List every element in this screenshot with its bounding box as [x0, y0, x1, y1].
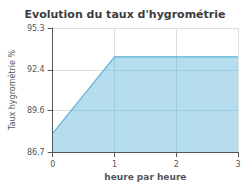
svg-text:3: 3 — [235, 160, 240, 169]
svg-text:1: 1 — [112, 160, 117, 169]
svg-text:Taux hygrométrie %: Taux hygrométrie % — [7, 50, 17, 132]
svg-text:95.3: 95.3 — [27, 24, 45, 33]
svg-text:2: 2 — [174, 160, 179, 169]
svg-text:92.4: 92.4 — [27, 65, 45, 74]
svg-text:Evolution du taux d'hygrométri: Evolution du taux d'hygrométrie — [25, 8, 226, 21]
svg-text:89.6: 89.6 — [27, 106, 45, 115]
svg-text:86.7: 86.7 — [27, 148, 45, 157]
svg-text:0: 0 — [50, 160, 55, 169]
svg-text:heure par heure: heure par heure — [104, 172, 186, 182]
